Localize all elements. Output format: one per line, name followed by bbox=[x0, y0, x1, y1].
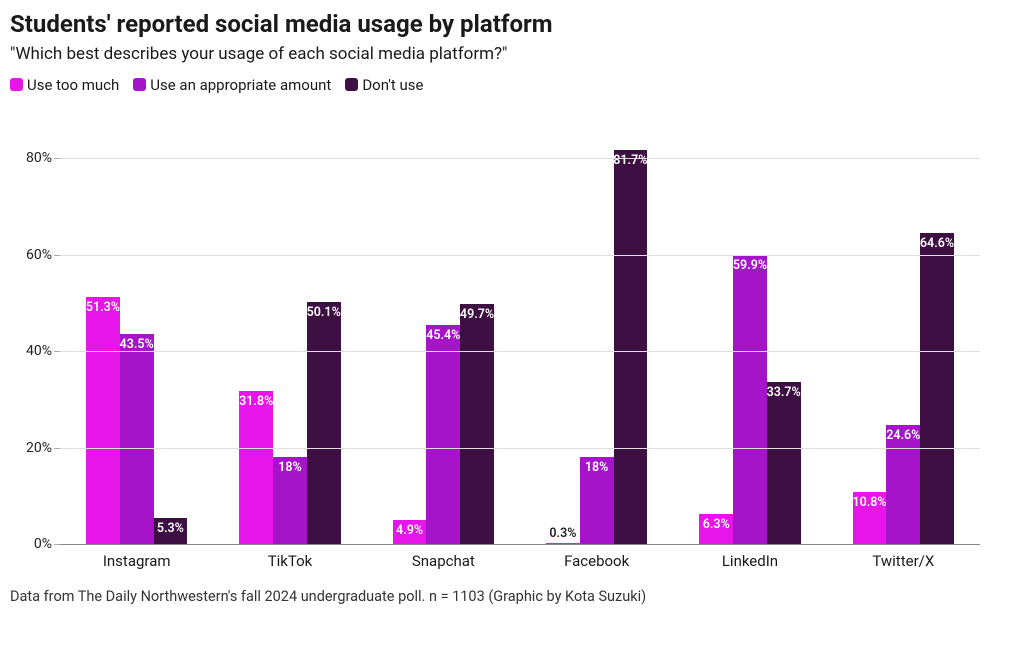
y-axis-label: 60% bbox=[26, 247, 60, 263]
gridline bbox=[60, 448, 980, 449]
plot: 51.3% 43.5% 5.3% 31.8% 18% 50.1% 4.9% 45.4%49.7… bbox=[60, 110, 980, 544]
bar: 4.9% bbox=[393, 520, 427, 544]
gridline bbox=[60, 351, 980, 352]
bar-value-label: 18% bbox=[585, 460, 609, 475]
bar: 18% bbox=[273, 457, 307, 544]
bar-group: 10.8% 24.6% 64.6% bbox=[827, 110, 980, 544]
x-axis: InstagramTikTokSnapchatFacebookLinkedInT… bbox=[60, 544, 980, 580]
bar-value-label: 24.6% bbox=[886, 428, 920, 443]
bar: 24.6% bbox=[886, 425, 920, 544]
bar-value-label: 5.3% bbox=[157, 521, 184, 536]
bar-value-label: 43.5% bbox=[120, 337, 154, 352]
bar-group: 6.3% 59.9% 33.7% bbox=[673, 110, 826, 544]
bar-value-label: 51.3% bbox=[86, 300, 120, 315]
bar-value-label: 59.9% bbox=[733, 258, 767, 273]
bar: 43.5% bbox=[120, 334, 154, 544]
bar-value-label: 6.3% bbox=[703, 517, 730, 532]
legend-label: Use an appropriate amount bbox=[150, 76, 331, 94]
bar-value-label: 81.7% bbox=[613, 153, 647, 168]
legend-label: Use too much bbox=[27, 76, 119, 94]
bar-value-label: 0.3% bbox=[549, 526, 576, 543]
chart-subtitle: "Which best describes your usage of each… bbox=[10, 44, 1010, 64]
bar: 10.8% bbox=[853, 492, 887, 544]
bar: 59.9% bbox=[733, 255, 767, 544]
x-axis-label: Twitter/X bbox=[827, 544, 980, 580]
chart-title: Students' reported social media usage by… bbox=[10, 10, 1010, 38]
legend-label: Don't use bbox=[362, 76, 423, 94]
x-axis-label: Instagram bbox=[60, 544, 213, 580]
bar: 31.8% bbox=[239, 391, 273, 544]
bar: 49.7% bbox=[460, 304, 494, 544]
bar: 33.7% bbox=[767, 382, 801, 545]
y-axis-label: 0% bbox=[34, 536, 60, 552]
bar: 18% bbox=[580, 457, 614, 544]
legend-item: Use an appropriate amount bbox=[133, 76, 331, 94]
bar-value-label: 10.8% bbox=[852, 495, 886, 510]
bar-value-label: 64.6% bbox=[920, 236, 954, 251]
bar-group: 31.8% 18% 50.1% bbox=[213, 110, 366, 544]
legend: Use too much Use an appropriate amount Don… bbox=[10, 76, 1010, 94]
bar-value-label: 49.7% bbox=[460, 307, 494, 322]
bar-value-label: 33.7% bbox=[767, 385, 801, 400]
y-axis-label: 80% bbox=[26, 150, 60, 166]
legend-swatch bbox=[10, 78, 23, 91]
bar: 45.4% bbox=[426, 325, 460, 544]
bar-value-label: 31.8% bbox=[239, 394, 273, 409]
gridline bbox=[60, 255, 980, 256]
legend-item: Use too much bbox=[10, 76, 119, 94]
bar: 6.3% bbox=[699, 514, 733, 544]
bar: 51.3% bbox=[86, 297, 120, 544]
bar: 81.7% bbox=[614, 150, 648, 544]
bar-value-label: 18% bbox=[278, 460, 302, 475]
bar: 50.1% bbox=[307, 302, 341, 544]
bar-value-label: 45.4% bbox=[426, 328, 460, 343]
gridline bbox=[60, 158, 980, 159]
legend-swatch bbox=[345, 78, 358, 91]
bar-group: 0.3% 18% 81.7% bbox=[520, 110, 673, 544]
bar-groups: 51.3% 43.5% 5.3% 31.8% 18% 50.1% 4.9% 45.4%49.7… bbox=[60, 110, 980, 544]
legend-swatch bbox=[133, 78, 146, 91]
x-axis-label: TikTok bbox=[213, 544, 366, 580]
bar-group: 51.3% 43.5% 5.3% bbox=[60, 110, 213, 544]
bar-value-label: 50.1% bbox=[307, 305, 341, 320]
x-axis-label: Facebook bbox=[520, 544, 673, 580]
bar: 5.3% bbox=[154, 518, 188, 544]
chart-area: 51.3% 43.5% 5.3% 31.8% 18% 50.1% 4.9% 45.4%49.7… bbox=[60, 100, 980, 580]
bar-group: 4.9% 45.4%49.7% bbox=[367, 110, 520, 544]
bar-value-label: 4.9% bbox=[396, 523, 423, 538]
y-axis-label: 40% bbox=[26, 343, 60, 359]
x-axis-label: Snapchat bbox=[367, 544, 520, 580]
legend-item: Don't use bbox=[345, 76, 423, 94]
bar: 64.6% bbox=[920, 233, 954, 545]
y-axis-label: 20% bbox=[26, 440, 60, 456]
x-axis-label: LinkedIn bbox=[673, 544, 826, 580]
chart-caption: Data from The Daily Northwestern's fall … bbox=[10, 588, 1010, 605]
